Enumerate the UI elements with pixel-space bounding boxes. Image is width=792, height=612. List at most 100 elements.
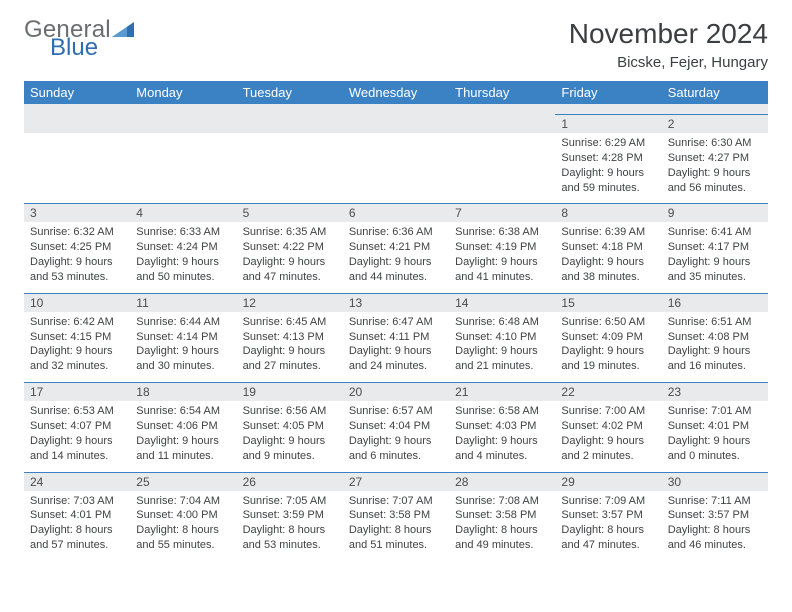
day-body-cell: Sunrise: 7:05 AMSunset: 3:59 PMDaylight:…: [237, 491, 343, 561]
sunset-line: Sunset: 4:24 PM: [136, 241, 217, 253]
header-row: General Blue November 2024 Bicske, Fejer…: [24, 18, 768, 71]
logo-word-2: Blue: [50, 36, 134, 60]
daylight-line: Daylight: 9 hours and 2 minutes.: [561, 435, 644, 462]
sunset-line: Sunset: 4:14 PM: [136, 331, 217, 343]
dow-thu: Thursday: [449, 81, 555, 104]
dow-tue: Tuesday: [237, 81, 343, 104]
sunset-line: Sunset: 4:05 PM: [243, 420, 324, 432]
day-number-cell: 14: [449, 293, 555, 312]
day-number-cell: 28: [449, 472, 555, 491]
daylight-line: Daylight: 9 hours and 16 minutes.: [668, 345, 751, 372]
daylight-line: Daylight: 9 hours and 41 minutes.: [455, 256, 538, 283]
sunrise-line: Sunrise: 6:35 AM: [243, 226, 327, 238]
sunrise-line: Sunrise: 7:03 AM: [30, 495, 114, 507]
daylight-line: Daylight: 8 hours and 57 minutes.: [30, 524, 113, 551]
sunset-line: Sunset: 4:03 PM: [455, 420, 536, 432]
day-number-cell: 7: [449, 204, 555, 223]
page-subtitle: Bicske, Fejer, Hungary: [569, 54, 768, 71]
sunset-line: Sunset: 4:25 PM: [30, 241, 111, 253]
logo: General Blue: [24, 18, 134, 60]
day-body-cell: Sunrise: 7:01 AM Sunset: 4:01 PM Daylight:…: [662, 401, 768, 472]
day-body-cell: Sunrise: 6:33 AMSunset: 4:24 PMDaylight:…: [130, 222, 236, 293]
day-body-cell: Sunrise: 6:30 AMSunset: 4:27 PMDaylight:…: [662, 133, 768, 204]
day-body-cell: Sunrise: 6:51 AMSunset: 4:08 PMDaylight:…: [662, 312, 768, 383]
sunset-line: Sunset: 3:57 PM: [668, 509, 749, 521]
sunrise-line: Sunrise: 7:01 AM: [668, 405, 752, 417]
sunrise-line: Sunrise: 7:08 AM: [455, 495, 539, 507]
sunset-line: Sunset: 3:57 PM: [561, 509, 642, 521]
day-body-cell: Sunrise: 6:36 AMSunset: 4:21 PMDaylight:…: [343, 222, 449, 293]
day-body-cell: Sunrise: 6:48 AMSunset: 4:10 PMDaylight:…: [449, 312, 555, 383]
sunset-line: Sunset: 4:17 PM: [668, 241, 749, 253]
dow-mon: Monday: [130, 81, 236, 104]
day-number-cell: 1: [555, 115, 661, 134]
sunset-line: Sunset: 4:07 PM: [30, 420, 111, 432]
calendar-page: General Blue November 2024 Bicske, Fejer…: [0, 0, 792, 612]
sunrise-line: Sunrise: 7:00 AM: [561, 405, 645, 417]
daylight-line: Daylight: 9 hours and 44 minutes.: [349, 256, 432, 283]
sunset-line: Sunset: 4:01 PM: [668, 420, 749, 432]
sunset-line: Sunset: 4:10 PM: [455, 331, 536, 343]
day-body-cell: Sunrise: 6:39 AMSunset: 4:18 PMDaylight:…: [555, 222, 661, 293]
day-body-cell: Sunrise: 7:07 AMSunset: 3:58 PMDaylight:…: [343, 491, 449, 561]
calendar-body: 12Sunrise: 6:29 AMSunset: 4:28 PMDayligh…: [24, 115, 768, 561]
sunrise-line: Sunrise: 6:29 AM: [561, 137, 645, 149]
sunrise-line: Sunrise: 6:54 AM: [136, 405, 220, 417]
daylight-line: Daylight: 9 hours and 30 minutes.: [136, 345, 219, 372]
sunset-line: Sunset: 4:28 PM: [561, 152, 642, 164]
sunrise-line: Sunrise: 6:32 AM: [30, 226, 114, 238]
day-body-cell: Sunrise: 6:38 AMSunset: 4:19 PMDaylight:…: [449, 222, 555, 293]
header-spacer: [24, 104, 768, 115]
day-body-cell: Sunrise: 6:44 AMSunset: 4:14 PMDaylight:…: [130, 312, 236, 383]
sunset-line: Sunset: 4:15 PM: [30, 331, 111, 343]
daylight-line: Daylight: 9 hours and 24 minutes.: [349, 345, 432, 372]
sunrise-line: Sunrise: 6:50 AM: [561, 316, 645, 328]
daylight-line: Daylight: 8 hours and 46 minutes.: [668, 524, 751, 551]
sunset-line: Sunset: 4:11 PM: [349, 331, 430, 343]
daylight-line: Daylight: 9 hours and 6 minutes.: [349, 435, 432, 462]
day-number-cell: 22: [555, 383, 661, 402]
sunrise-line: Sunrise: 6:36 AM: [349, 226, 433, 238]
day-body-cell: Sunrise: 6:35 AMSunset: 4:22 PMDaylight:…: [237, 222, 343, 293]
daylight-line: Daylight: 9 hours and 4 minutes.: [455, 435, 538, 462]
day-body-cell: Sunrise: 6:50 AMSunset: 4:09 PMDaylight:…: [555, 312, 661, 383]
day-number-cell: 23: [662, 383, 768, 402]
day-body-cell: Sunrise: 6:57 AMSunset: 4:04 PMDaylight:…: [343, 401, 449, 472]
daylight-line: Daylight: 9 hours and 38 minutes.: [561, 256, 644, 283]
daylight-line: Daylight: 9 hours and 11 minutes.: [136, 435, 219, 462]
dow-sat: Saturday: [662, 81, 768, 104]
day-body-cell: [237, 133, 343, 204]
day-body-cell: Sunrise: 7:08 AMSunset: 3:58 PMDaylight:…: [449, 491, 555, 561]
day-number-cell: [24, 115, 130, 134]
sunset-line: Sunset: 4:02 PM: [561, 420, 642, 432]
daylight-line: Daylight: 9 hours and 47 minutes.: [243, 256, 326, 283]
daylight-line: Daylight: 8 hours and 53 minutes.: [243, 524, 326, 551]
day-number-cell: 6: [343, 204, 449, 223]
daylight-line: Daylight: 9 hours and 50 minutes.: [136, 256, 219, 283]
day-number-cell: [343, 115, 449, 134]
daylight-line: Daylight: 8 hours and 55 minutes.: [136, 524, 219, 551]
daylight-line: Daylight: 9 hours and 0 minutes.: [668, 435, 751, 462]
day-number-cell: 10: [24, 293, 130, 312]
daylight-line: Daylight: 8 hours and 47 minutes.: [561, 524, 644, 551]
day-number-cell: 15: [555, 293, 661, 312]
sunset-line: Sunset: 3:58 PM: [455, 509, 536, 521]
day-number-cell: 17: [24, 383, 130, 402]
dow-fri: Friday: [555, 81, 661, 104]
daylight-line: Daylight: 8 hours and 51 minutes.: [349, 524, 432, 551]
sunrise-line: Sunrise: 6:48 AM: [455, 316, 539, 328]
day-body-cell: Sunrise: 6:47 AM Sunset: 4:11 PM Daylight:…: [343, 312, 449, 383]
day-body-cell: [343, 133, 449, 204]
sunset-line: Sunset: 4:18 PM: [561, 241, 642, 253]
day-number-cell: 3: [24, 204, 130, 223]
day-body-cell: Sunrise: 7:09 AMSunset: 3:57 PMDaylight:…: [555, 491, 661, 561]
day-number-cell: 16: [662, 293, 768, 312]
day-number-cell: 5: [237, 204, 343, 223]
day-number-cell: 18: [130, 383, 236, 402]
day-body-cell: Sunrise: 6:41 AMSunset: 4:17 PMDaylight:…: [662, 222, 768, 293]
sunrise-line: Sunrise: 6:47 AM: [349, 316, 433, 328]
dow-wed: Wednesday: [343, 81, 449, 104]
day-body-cell: Sunrise: 6:53 AMSunset: 4:07 PMDaylight:…: [24, 401, 130, 472]
sunset-line: Sunset: 3:58 PM: [349, 509, 430, 521]
day-body-cell: Sunrise: 7:11 AMSunset: 3:57 PMDaylight:…: [662, 491, 768, 561]
